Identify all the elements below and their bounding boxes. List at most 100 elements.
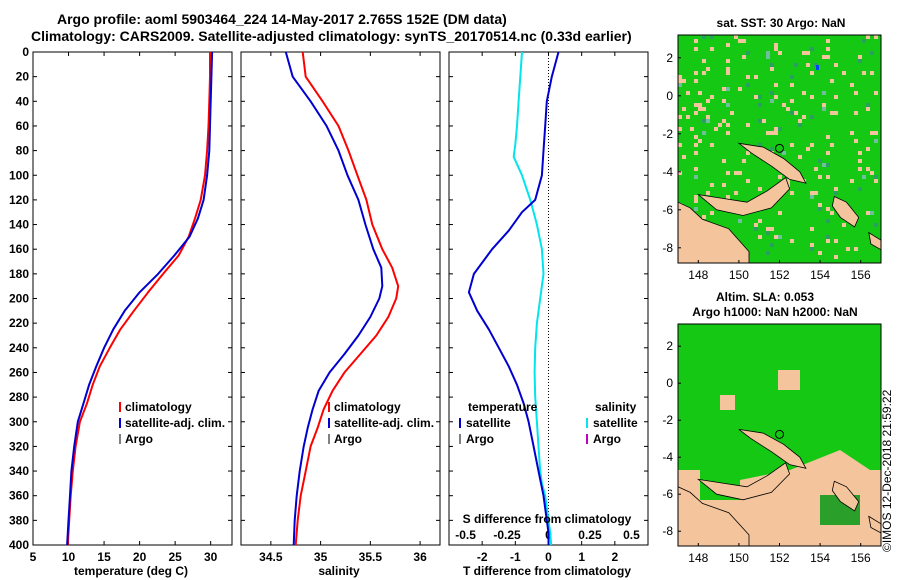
cloud-pixel xyxy=(702,107,706,111)
cloud-pixel xyxy=(842,71,846,75)
cloud-pixel xyxy=(782,103,786,107)
y-tick-label: 300 xyxy=(9,415,29,429)
cloud-pixel xyxy=(790,239,794,243)
y-tick-label: 80 xyxy=(16,144,30,158)
cloud-pixel xyxy=(706,191,710,195)
cloud-pixel xyxy=(758,219,762,223)
series-line-sat_temp_diff xyxy=(512,51,553,546)
cloud-pixel xyxy=(726,59,730,63)
salinity-x-label: salinity xyxy=(318,564,360,578)
map-y-tick-label: 2 xyxy=(666,339,673,353)
s-tick-label: -0.5 xyxy=(455,528,476,542)
x-tick-label: 20 xyxy=(133,550,147,564)
sst-map-float-marker xyxy=(775,143,784,153)
cloud-pixel xyxy=(710,143,714,147)
cloud-pixel xyxy=(738,87,742,91)
cloud-pixel xyxy=(766,231,770,235)
legend-s-satellite-label: satellite xyxy=(593,416,638,430)
map-x-tick-label: 156 xyxy=(851,268,871,282)
cloud-pixel xyxy=(758,95,762,99)
cloud-pixel xyxy=(862,71,866,75)
map-y-tick-label: 2 xyxy=(666,51,673,65)
cloud-pixel xyxy=(694,79,698,83)
cloud-pixel xyxy=(726,103,730,107)
cloud-pixel xyxy=(726,71,730,75)
x-tick-label: 34.5 xyxy=(259,550,283,564)
cloud-pixel xyxy=(790,191,794,195)
temperature-x-label: temperature (deg C) xyxy=(74,564,188,578)
x-tick-label: 35.5 xyxy=(359,550,383,564)
cloud-pixel xyxy=(766,251,770,255)
figure-title-line-1: Argo profile: aoml 5903464_224 14-May-20… xyxy=(57,11,507,27)
cloud-pixel xyxy=(874,91,878,95)
cloud-pixel xyxy=(806,51,810,55)
cloud-pixel xyxy=(842,223,846,227)
cloud-pixel xyxy=(706,119,710,123)
x-tick-label: 25 xyxy=(168,550,182,564)
cloud-pixel xyxy=(702,215,706,219)
y-tick-label: 400 xyxy=(9,538,29,552)
y-tick-label: 160 xyxy=(9,242,29,256)
cloud-pixel xyxy=(790,99,794,103)
cloud-pixel xyxy=(770,63,774,67)
cold-pixel-patch xyxy=(816,65,819,70)
cloud-pixel xyxy=(702,35,706,39)
legend-satellite-label: satellite-adj. clim. xyxy=(125,416,225,430)
cloud-pixel xyxy=(746,83,750,87)
cloud-pixel xyxy=(822,103,826,107)
salinity-x-ticks: 34.5 35 35.5 36 xyxy=(259,52,427,564)
cloud-pixel xyxy=(874,35,878,39)
series-line-climatology xyxy=(294,51,400,546)
temperature-panel: 0 20 40 60 80 100 120 140 160 180 200 220 240 260 280 3… xyxy=(9,45,233,578)
cloud-pixel xyxy=(746,151,750,155)
cloud-pixel xyxy=(762,119,766,123)
cloud-pixel xyxy=(814,191,818,195)
cloud-pixel xyxy=(706,115,710,119)
x-tick-label: 30 xyxy=(204,550,218,564)
cloud-pixel xyxy=(810,71,814,75)
cloud-pixel xyxy=(782,151,786,155)
cloud-pixel xyxy=(694,195,698,199)
cloud-pixel xyxy=(746,179,750,183)
cloud-pixel xyxy=(694,103,698,107)
cloud-pixel xyxy=(814,167,818,171)
cloud-pixel xyxy=(818,251,822,255)
sst-map-ticks: 148 150 152 154 156 2 0 -2 -4 -6 -8 xyxy=(662,51,871,282)
cloud-pixel xyxy=(870,131,874,135)
land-polygon xyxy=(831,480,860,512)
y-tick-label: 0 xyxy=(22,45,29,59)
legend-climatology-label: climatology xyxy=(125,400,192,414)
cloud-pixel xyxy=(678,79,682,83)
cloud-pixel xyxy=(746,75,750,79)
cloud-pixel xyxy=(734,191,738,195)
cloud-pixel xyxy=(710,95,714,99)
cloud-pixel xyxy=(830,111,834,115)
cloud-pixel xyxy=(774,47,778,51)
salinity-panel: 34.5 35 35.5 36 salinity climatology satell… xyxy=(240,51,441,578)
cloud-pixel xyxy=(862,39,866,43)
y-tick-label: 100 xyxy=(9,168,29,182)
cloud-pixel xyxy=(738,39,742,43)
x-tick-label: 2 xyxy=(611,550,618,564)
sla-map-land xyxy=(677,429,882,547)
cloud-pixel xyxy=(810,47,814,51)
cloud-pixel xyxy=(710,47,714,51)
y-tick-label: 380 xyxy=(9,513,29,527)
cloud-pixel xyxy=(866,103,870,107)
cloud-pixel xyxy=(854,247,858,251)
cloud-pixel xyxy=(834,63,838,67)
x-tick-label: -1 xyxy=(510,550,521,564)
cloud-pixel xyxy=(718,123,722,127)
cloud-pixel xyxy=(818,159,822,163)
cloud-pixel xyxy=(862,175,866,179)
cloud-pixel xyxy=(866,167,870,171)
cloud-pixel xyxy=(758,119,762,123)
cloud-pixel xyxy=(786,179,790,183)
legend-s-argo-label: Argo xyxy=(593,432,621,446)
difference-legend: temperature satellite Argo salinity sate… xyxy=(459,400,638,446)
y-tick-label: 140 xyxy=(9,218,29,232)
figure-title-line-2: Climatology: CARS2009. Satellite-adjuste… xyxy=(31,28,632,44)
y-tick-label: 280 xyxy=(9,390,29,404)
cloud-pixel xyxy=(726,67,730,71)
cloud-pixel xyxy=(722,119,726,123)
